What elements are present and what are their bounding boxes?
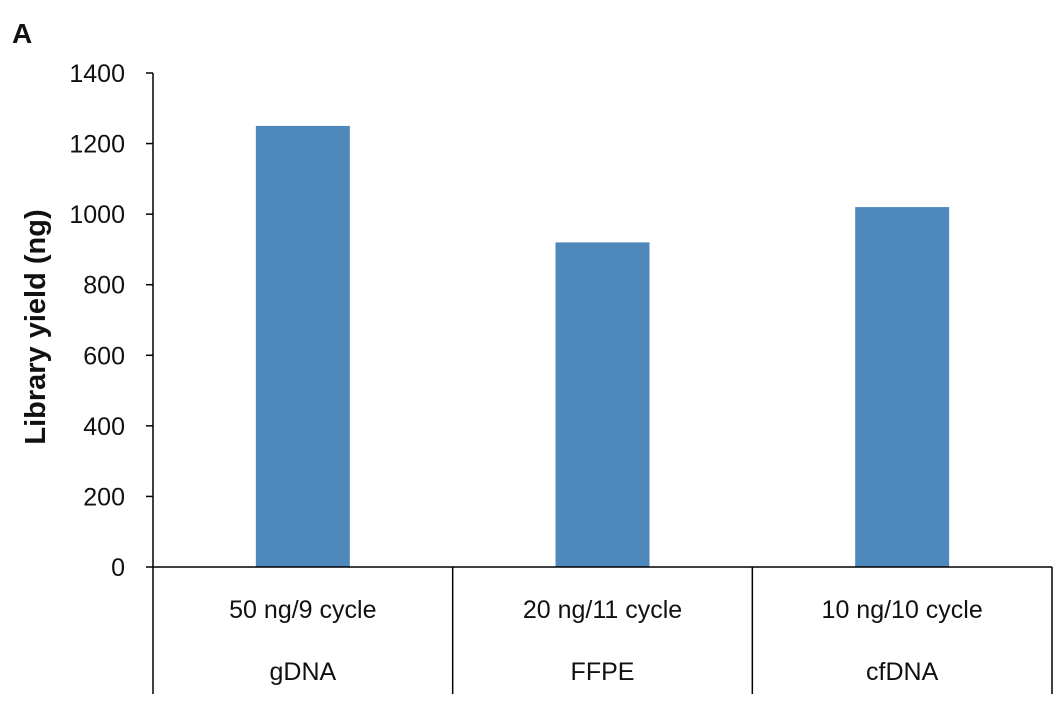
x-axis: 50 ng/9 cycle gDNA 20 ng/11 cycle FFPE 10 ng…: [152, 566, 1053, 694]
y-tick-label: 1200: [69, 131, 125, 159]
x-group-label: FFPE: [571, 658, 635, 686]
y-axis: 0 200 400 600 800 1000 1200 1400: [69, 60, 154, 582]
bar: [255, 125, 350, 567]
x-tick-label: 20 ng/11 cycle: [523, 596, 682, 624]
x-group-label: gDNA: [269, 658, 336, 686]
x-tick-label: 10 ng/10 cycle: [822, 596, 983, 624]
bars-group: [255, 125, 950, 568]
y-tick-label: 1000: [69, 201, 125, 229]
y-tick-label: 0: [111, 554, 125, 582]
y-tick-label: 600: [83, 342, 125, 370]
x-tick-label: 50 ng/9 cycle: [229, 596, 376, 624]
y-tick-label: 1400: [69, 60, 125, 88]
y-tick-label: 200: [83, 483, 125, 511]
bar: [855, 207, 950, 568]
x-group-label: cfDNA: [866, 658, 939, 686]
y-axis-label: Library yield (ng): [20, 209, 52, 444]
bar: [555, 242, 650, 567]
panel-label: A: [12, 18, 33, 49]
y-tick-label: 800: [83, 272, 125, 300]
y-tick-label: 400: [83, 413, 125, 441]
